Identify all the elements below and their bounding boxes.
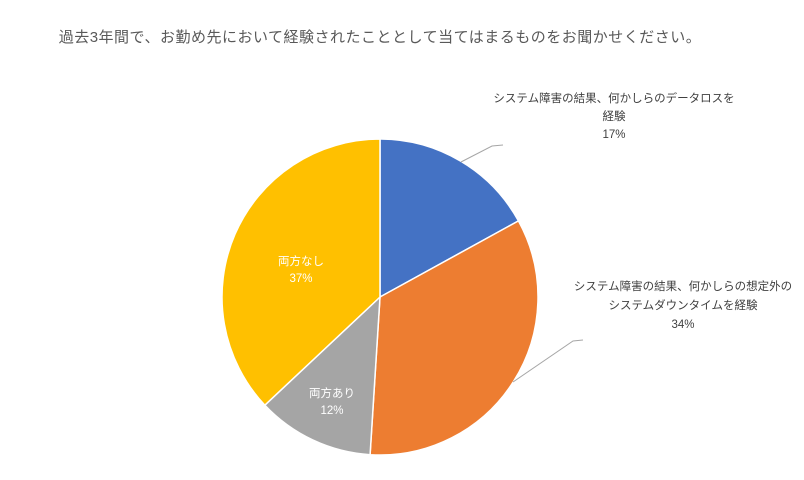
data-loss-percent: 17% — [602, 129, 626, 141]
data-loss-label-line1: システム障害の結果、何かしらのデータロスを — [493, 93, 735, 105]
leader-line-data-loss — [460, 144, 504, 163]
data-label-data-loss: システム障害の結果、何かしらのデータロスを 経験 17% — [454, 90, 774, 144]
data-label-downtime: システム障害の結果、何かしらの想定外の システムダウンタイムを経験 34% — [558, 278, 804, 335]
pie-slice-0 — [379, 138, 520, 298]
downtime-label-line1: システム障害の結果、何かしらの想定外の — [573, 281, 793, 293]
downtime-label-line2: システムダウンタイムを経験 — [608, 300, 758, 312]
both-label: 両方あり — [309, 388, 355, 400]
data-label-neither: 両方なし 37% — [241, 254, 361, 288]
pie-slices — [221, 138, 539, 456]
leader-line-downtime — [512, 339, 584, 383]
pie-slice-3 — [221, 138, 381, 406]
both-percent: 12% — [320, 405, 344, 417]
data-loss-label-line2: 経験 — [602, 111, 626, 123]
chart-title: 過去3年間で、お勤め先において経験されたこととして当てはまるものをお聞かせくださ… — [58, 29, 702, 46]
data-label-both: 両方あり 12% — [272, 386, 392, 420]
neither-label: 両方なし — [278, 256, 324, 268]
pie-slice-2 — [264, 296, 381, 456]
neither-percent: 37% — [289, 273, 313, 285]
downtime-percent: 34% — [671, 319, 695, 331]
